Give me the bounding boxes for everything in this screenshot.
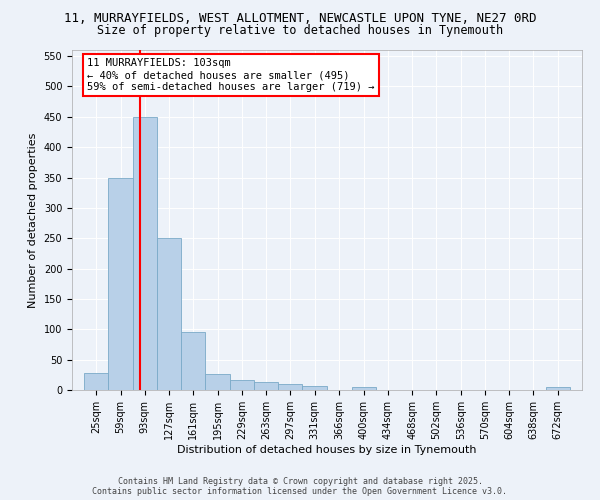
Bar [205, 374, 230, 390]
X-axis label: Distribution of detached houses by size in Tynemouth: Distribution of detached houses by size … [177, 444, 477, 454]
Bar [109, 178, 133, 390]
Bar [302, 386, 326, 390]
Y-axis label: Number of detached properties: Number of detached properties [28, 132, 38, 308]
Bar [254, 382, 278, 390]
Text: Contains HM Land Registry data © Crown copyright and database right 2025.
Contai: Contains HM Land Registry data © Crown c… [92, 476, 508, 496]
Bar [133, 117, 157, 390]
Bar [157, 238, 181, 390]
Bar [230, 380, 254, 390]
Bar [278, 384, 302, 390]
Bar [546, 387, 570, 390]
Bar [181, 332, 205, 390]
Bar [84, 373, 108, 390]
Text: 11 MURRAYFIELDS: 103sqm
← 40% of detached houses are smaller (495)
59% of semi-d: 11 MURRAYFIELDS: 103sqm ← 40% of detache… [88, 58, 375, 92]
Bar [352, 387, 376, 390]
Text: 11, MURRAYFIELDS, WEST ALLOTMENT, NEWCASTLE UPON TYNE, NE27 0RD: 11, MURRAYFIELDS, WEST ALLOTMENT, NEWCAS… [64, 12, 536, 26]
Text: Size of property relative to detached houses in Tynemouth: Size of property relative to detached ho… [97, 24, 503, 37]
